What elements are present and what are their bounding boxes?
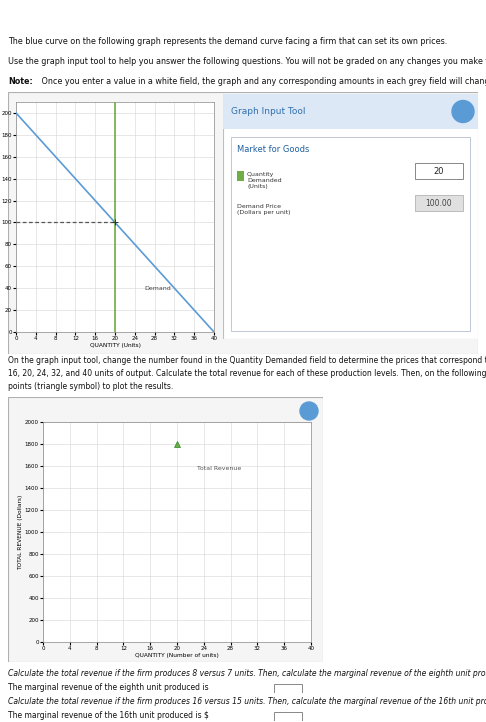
Text: The marginal revenue of the eighth unit produced is: The marginal revenue of the eighth unit … — [8, 684, 208, 692]
Text: Use the graph input tool to help you answer the following questions. You will no: Use the graph input tool to help you ans… — [8, 58, 486, 66]
FancyBboxPatch shape — [274, 684, 302, 692]
Bar — [237, 171, 244, 181]
X-axis label: QUANTITY (Number of units): QUANTITY (Number of units) — [135, 653, 219, 658]
Text: 100.00: 100.00 — [426, 199, 452, 207]
FancyBboxPatch shape — [274, 711, 302, 721]
Text: 20: 20 — [434, 167, 444, 175]
Text: Market for Goods: Market for Goods — [237, 145, 310, 154]
Text: The blue curve on the following graph represents the demand curve facing a firm : The blue curve on the following graph re… — [8, 37, 447, 45]
Text: Calculate the total revenue if the firm produces 16 versus 15 units. Then, calcu: Calculate the total revenue if the firm … — [8, 697, 486, 707]
Text: Demand: Demand — [145, 287, 172, 292]
Text: Once you enter a value in a white field, the graph and any corresponding amounts: Once you enter a value in a white field,… — [39, 77, 486, 85]
X-axis label: QUANTITY (Units): QUANTITY (Units) — [89, 343, 140, 348]
Text: Graph Input Tool: Graph Input Tool — [231, 107, 306, 116]
Circle shape — [300, 402, 318, 420]
Text: Total Revenue: Total Revenue — [197, 466, 242, 471]
Text: ?: ? — [307, 406, 312, 415]
Circle shape — [452, 100, 474, 123]
Bar — [415, 163, 463, 179]
Text: ?: ? — [460, 107, 466, 116]
Text: Calculate the total revenue if the firm produces 8 versus 7 units. Then, calcula: Calculate the total revenue if the firm … — [8, 669, 486, 679]
Text: Demand Price
(Dollars per unit): Demand Price (Dollars per unit) — [237, 204, 291, 215]
Bar — [231, 137, 470, 331]
Text: Note:: Note: — [8, 77, 33, 85]
Text: On the graph input tool, change the number found in the Quantity Demanded field : On the graph input tool, change the numb… — [8, 356, 486, 391]
Text: Quantity
Demanded
(Units): Quantity Demanded (Units) — [247, 172, 281, 189]
Bar — [223, 94, 478, 129]
Text: The marginal revenue of the 16th unit produced is $: The marginal revenue of the 16th unit pr… — [8, 711, 209, 721]
Y-axis label: TOTAL REVENUE (Dollars): TOTAL REVENUE (Dollars) — [18, 495, 23, 570]
Bar — [415, 195, 463, 211]
